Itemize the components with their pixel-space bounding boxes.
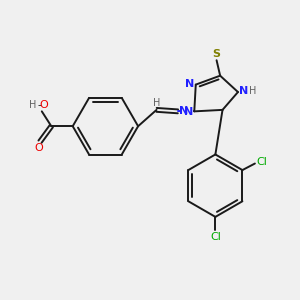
Text: N: N (184, 79, 194, 89)
FancyBboxPatch shape (184, 109, 193, 115)
Text: -: - (37, 100, 41, 110)
Text: N: N (179, 106, 188, 116)
Text: N: N (239, 85, 248, 96)
Text: Cl: Cl (210, 232, 221, 242)
Text: Cl: Cl (256, 157, 267, 167)
Text: O: O (34, 143, 43, 153)
FancyBboxPatch shape (211, 233, 220, 240)
FancyBboxPatch shape (180, 108, 188, 115)
FancyBboxPatch shape (35, 145, 42, 152)
Text: H: H (28, 100, 36, 110)
FancyBboxPatch shape (249, 88, 256, 94)
FancyBboxPatch shape (25, 102, 42, 108)
FancyBboxPatch shape (154, 100, 160, 106)
FancyBboxPatch shape (212, 50, 221, 57)
Text: N: N (184, 107, 193, 117)
FancyBboxPatch shape (185, 81, 194, 87)
FancyBboxPatch shape (257, 159, 266, 165)
Text: O: O (39, 100, 48, 110)
Text: H: H (153, 98, 161, 108)
Text: H: H (249, 85, 256, 96)
Text: S: S (213, 49, 220, 59)
FancyBboxPatch shape (240, 87, 249, 94)
